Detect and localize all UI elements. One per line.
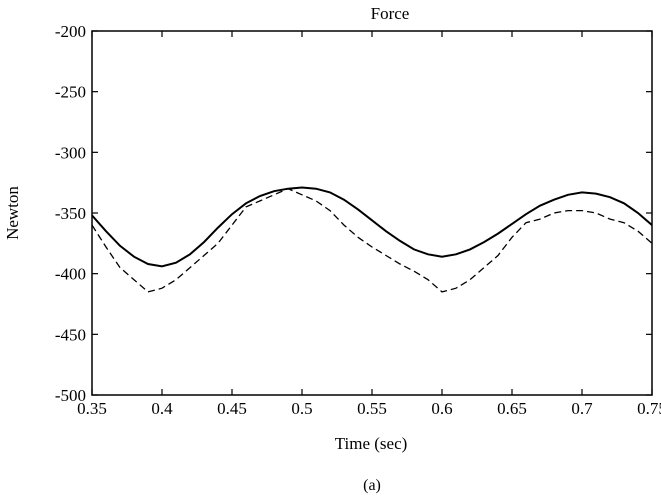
chart-title: Force	[371, 4, 410, 23]
series-dashed-line	[92, 187, 652, 293]
x-tick-label: 0.65	[497, 399, 527, 418]
y-tick-label: -250	[55, 83, 86, 102]
y-tick-label: -350	[55, 204, 86, 223]
x-axis: 0.35 0.4 0.45 0.5 0.55 0.6 0.65 0.7 0.75	[77, 31, 661, 418]
y-tick-label: -200	[55, 22, 86, 41]
y-tick-label: -450	[55, 325, 86, 344]
x-tick-label: 0.5	[291, 399, 312, 418]
figure-caption: (a)	[363, 477, 381, 494]
x-tick-label: 0.75	[637, 399, 661, 418]
y-tick-label: -400	[55, 265, 86, 284]
x-tick-label: 0.35	[77, 399, 107, 418]
x-tick-label: 0.4	[151, 399, 173, 418]
x-tick-label: 0.6	[431, 399, 452, 418]
y-tick-label: -300	[55, 143, 86, 162]
plot-area	[92, 186, 652, 293]
x-axis-label: Time (sec)	[335, 434, 408, 453]
x-tick-label: 0.55	[357, 399, 387, 418]
series-solid-line	[92, 186, 652, 268]
y-axis-label: Newton	[3, 186, 22, 240]
y-axis: -200 -250 -300 -350 -400 -450 -500	[55, 22, 652, 405]
x-tick-label: 0.7	[571, 399, 593, 418]
plot-frame	[91, 30, 653, 396]
y-tick-label: -500	[55, 386, 86, 405]
x-tick-label: 0.45	[217, 399, 247, 418]
